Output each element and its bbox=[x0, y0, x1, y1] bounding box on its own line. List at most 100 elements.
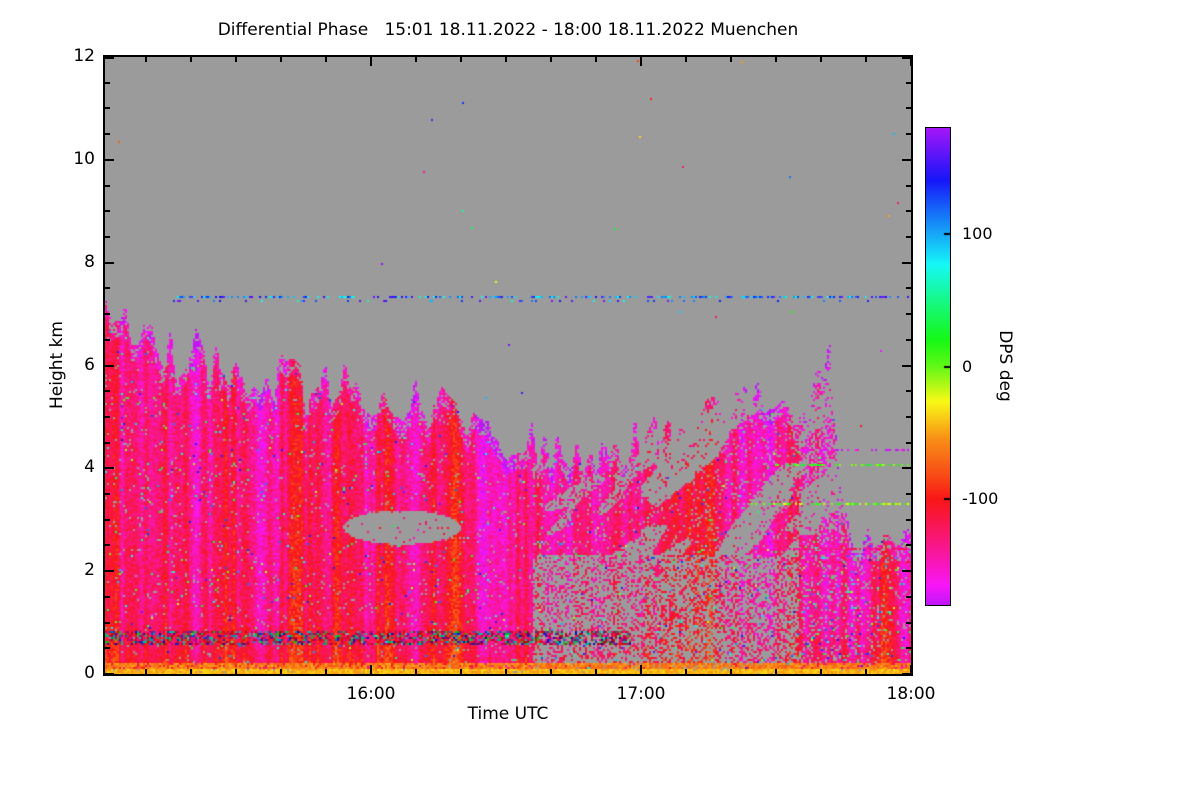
axis-tick bbox=[105, 82, 110, 84]
axis-tick bbox=[775, 57, 777, 62]
axis-tick bbox=[595, 57, 597, 62]
axis-tick bbox=[105, 390, 110, 392]
axis-tick bbox=[105, 467, 114, 469]
axis-tick bbox=[550, 57, 552, 62]
axis-tick bbox=[906, 442, 911, 444]
axis-tick bbox=[280, 57, 282, 62]
axis-tick bbox=[902, 467, 911, 469]
axis-tick bbox=[370, 665, 372, 674]
axis-tick bbox=[906, 82, 911, 84]
axis-tick bbox=[105, 416, 110, 418]
axis-tick bbox=[280, 669, 282, 674]
axis-tick bbox=[505, 57, 507, 62]
axis-tick bbox=[640, 57, 642, 66]
axis-tick bbox=[906, 210, 911, 212]
axis-tick bbox=[105, 236, 110, 238]
colorbar bbox=[925, 127, 951, 606]
axis-tick bbox=[105, 313, 110, 315]
axis-tick bbox=[105, 133, 110, 135]
x-axis-label: Time UTC bbox=[467, 704, 549, 724]
axis-tick bbox=[145, 57, 147, 62]
x-tick-label: 18:00 bbox=[886, 684, 936, 704]
y-tick-label: 10 bbox=[73, 149, 95, 169]
plot-area bbox=[103, 55, 913, 676]
colorbar-tick-label: 0 bbox=[962, 357, 973, 376]
axis-tick bbox=[902, 673, 911, 675]
axis-tick bbox=[902, 57, 911, 59]
axis-tick bbox=[910, 57, 912, 66]
y-tick-label: 6 bbox=[84, 355, 95, 375]
y-tick-label: 8 bbox=[84, 252, 95, 272]
y-tick-label: 4 bbox=[84, 457, 95, 477]
axis-tick bbox=[902, 365, 911, 367]
axis-tick bbox=[902, 159, 911, 161]
axis-tick bbox=[906, 107, 911, 109]
axis-tick bbox=[105, 570, 114, 572]
colorbar-tick-label: -100 bbox=[962, 489, 999, 508]
x-tick-label: 17:00 bbox=[616, 684, 666, 704]
axis-tick bbox=[105, 365, 114, 367]
axis-tick bbox=[820, 669, 822, 674]
axis-tick bbox=[902, 262, 911, 264]
axis-tick bbox=[505, 669, 507, 674]
axis-tick bbox=[910, 665, 912, 674]
axis-tick bbox=[685, 57, 687, 62]
axis-tick bbox=[906, 519, 911, 521]
heatmap-canvas bbox=[105, 57, 911, 674]
axis-tick bbox=[460, 57, 462, 62]
axis-tick bbox=[775, 669, 777, 674]
axis-tick bbox=[105, 159, 114, 161]
x-tick-label: 16:00 bbox=[346, 684, 396, 704]
axis-tick bbox=[325, 669, 327, 674]
axis-tick bbox=[105, 442, 110, 444]
axis-tick bbox=[906, 647, 911, 649]
axis-tick bbox=[105, 210, 110, 212]
y-tick-label: 0 bbox=[84, 663, 95, 683]
axis-tick bbox=[906, 596, 911, 598]
axis-tick bbox=[906, 544, 911, 546]
y-tick-label: 2 bbox=[84, 560, 95, 580]
axis-tick bbox=[906, 416, 911, 418]
axis-tick bbox=[105, 339, 110, 341]
axis-tick bbox=[105, 493, 110, 495]
axis-tick bbox=[105, 57, 114, 59]
y-tick-label: 12 bbox=[73, 46, 95, 66]
axis-tick bbox=[105, 647, 110, 649]
axis-tick bbox=[906, 390, 911, 392]
axis-tick bbox=[730, 57, 732, 62]
axis-tick bbox=[235, 669, 237, 674]
axis-tick bbox=[820, 57, 822, 62]
axis-tick bbox=[415, 57, 417, 62]
axis-tick bbox=[105, 596, 110, 598]
colorbar-tick-label: 100 bbox=[962, 224, 993, 243]
axis-tick bbox=[730, 669, 732, 674]
axis-tick bbox=[105, 622, 110, 624]
axis-tick bbox=[640, 665, 642, 674]
axis-tick bbox=[105, 107, 110, 109]
axis-tick bbox=[370, 57, 372, 66]
colorbar-canvas bbox=[926, 128, 950, 605]
chart-title: Differential Phase 15:01 18.11.2022 - 18… bbox=[217, 20, 799, 40]
axis-tick bbox=[105, 185, 110, 187]
axis-tick bbox=[460, 669, 462, 674]
axis-tick bbox=[415, 669, 417, 674]
axis-tick bbox=[685, 669, 687, 674]
axis-tick bbox=[105, 673, 114, 675]
axis-tick bbox=[105, 519, 110, 521]
axis-tick bbox=[105, 544, 110, 546]
axis-tick bbox=[906, 185, 911, 187]
axis-tick bbox=[906, 236, 911, 238]
axis-tick bbox=[190, 57, 192, 62]
axis-tick bbox=[105, 287, 110, 289]
axis-tick bbox=[906, 313, 911, 315]
axis-tick bbox=[595, 669, 597, 674]
axis-tick bbox=[906, 493, 911, 495]
axis-tick bbox=[906, 339, 911, 341]
axis-tick bbox=[550, 669, 552, 674]
axis-tick bbox=[906, 622, 911, 624]
axis-tick bbox=[105, 262, 114, 264]
axis-tick bbox=[865, 57, 867, 62]
axis-tick bbox=[235, 57, 237, 62]
axis-tick bbox=[190, 669, 192, 674]
